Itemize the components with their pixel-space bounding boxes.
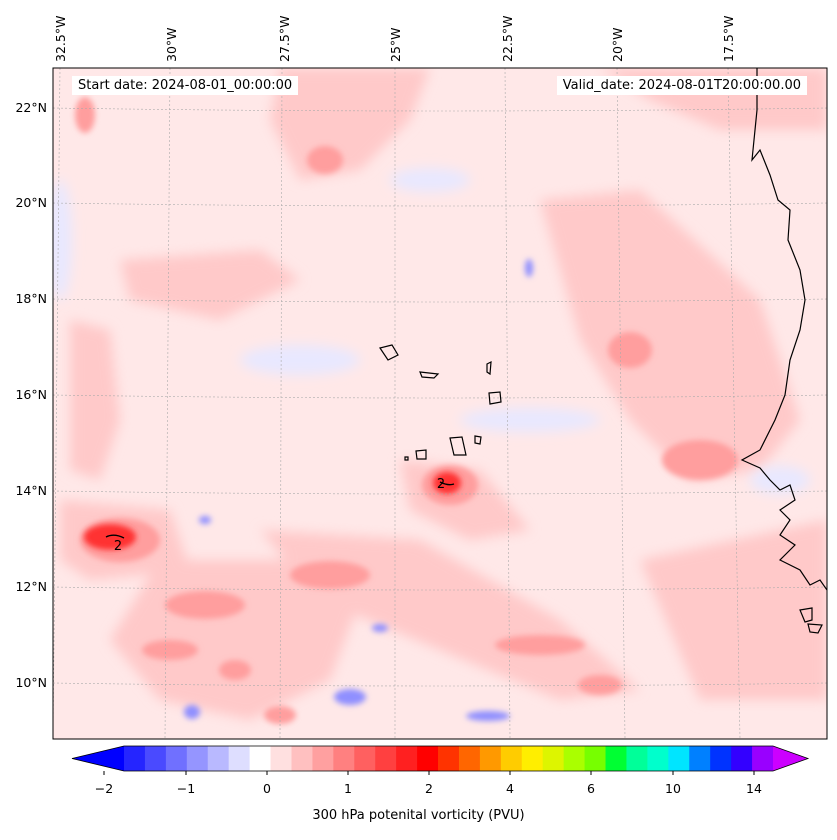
colorbar-title: 300 hPa potenital vorticity (PVU) — [312, 808, 525, 823]
start-date-label: Start date: 2024-08-01_00:00:00 — [72, 76, 299, 95]
lon-label: 27.5°W — [277, 16, 292, 62]
colorbar-swatch — [752, 746, 774, 771]
colorbar-swatch — [668, 746, 690, 771]
colorbar-swatch — [731, 746, 753, 771]
lon-label: 25°W — [388, 27, 403, 62]
colorbar-tick-label: −2 — [95, 781, 113, 796]
pv-blue-field — [53, 168, 810, 494]
lat-label: 18°N — [15, 291, 47, 306]
lat-label: 20°N — [15, 195, 47, 210]
colorbar-ticks: −2 −1 0 1 2 4 6 10 14 — [95, 781, 762, 796]
colorbar-tick-label: 0 — [263, 781, 271, 796]
lat-label: 10°N — [15, 675, 47, 690]
map-panel — [53, 68, 827, 739]
colorbar-swatch — [291, 746, 313, 771]
latitude-labels: 22°N 20°N 18°N 16°N 14°N 12°N 10°N — [15, 100, 47, 690]
colorbar-tick-label: 4 — [506, 781, 514, 796]
colorbar-swatch — [375, 746, 397, 771]
colorbar-swatch — [438, 746, 460, 771]
colorbar-swatch — [500, 746, 523, 771]
colorbar-swatch — [479, 746, 502, 771]
colorbar-swatch — [605, 746, 627, 771]
colorbar-swatch — [521, 746, 544, 771]
colorbar-extend-low — [72, 746, 124, 771]
map-frame — [52, 67, 828, 740]
colorbar-swatch — [186, 746, 209, 771]
colorbar-swatch — [270, 746, 292, 771]
colorbar-swatch — [417, 746, 439, 771]
colorbar-swatch — [647, 746, 669, 771]
pv-mid-field — [75, 97, 738, 724]
lon-label: 20°W — [610, 27, 625, 62]
lon-label: 17.5°W — [721, 16, 736, 62]
pv-contour-lines — [105, 481, 455, 539]
colorbar-tick-label: 6 — [587, 781, 595, 796]
lon-label: 30°W — [164, 27, 179, 62]
lat-label: 22°N — [15, 100, 47, 115]
colorbar-tick-label: 2 — [425, 781, 433, 796]
colorbar-swatch — [563, 746, 586, 771]
colorbar-tick-label: 14 — [746, 781, 762, 796]
lat-label: 16°N — [15, 387, 47, 402]
colorbar-swatch — [710, 746, 732, 771]
colorbar-tick-label: 10 — [665, 781, 681, 796]
coastlines — [379, 68, 827, 634]
colorbar-swatch — [165, 746, 188, 771]
colorbar-swatch — [124, 746, 146, 771]
colorbar-tick-label: −1 — [177, 781, 195, 796]
colorbar-swatch — [207, 746, 230, 771]
colorbar-swatch — [312, 746, 334, 771]
colorbar-tick-label: 1 — [344, 781, 352, 796]
colorbar-swatch — [542, 746, 565, 771]
colorbar-swatch — [689, 746, 711, 771]
longitude-labels: 32.5°W 30°W 27.5°W 25°W 22.5°W 20°W 17.5… — [53, 16, 736, 62]
pv-negative-spots — [184, 259, 533, 721]
contour-label-west: 2 — [114, 539, 122, 554]
colorbar-swatch — [396, 746, 418, 771]
colorbar — [71, 745, 810, 775]
colorbar-swatch — [584, 746, 607, 771]
colorbar-extend-high — [773, 746, 808, 771]
pv-strong-field — [84, 472, 461, 550]
lat-label: 14°N — [15, 483, 47, 498]
lon-label: 32.5°W — [53, 16, 68, 62]
colorbar-swatch — [333, 746, 355, 771]
colorbar-swatch — [458, 746, 481, 771]
colorbar-swatch — [354, 746, 376, 771]
valid-date-label: Valid_date: 2024-08-01T20:00:00.00 — [556, 76, 807, 95]
lat-label: 12°N — [15, 579, 47, 594]
colorbar-swatch — [626, 746, 648, 771]
colorbar-swatch — [144, 746, 167, 771]
colorbar-swatch — [228, 746, 251, 771]
lon-label: 22.5°W — [500, 16, 515, 62]
colorbar-outline — [71, 745, 810, 772]
colorbar-swatch — [249, 746, 272, 771]
contour-label-center: 2 — [437, 477, 445, 492]
